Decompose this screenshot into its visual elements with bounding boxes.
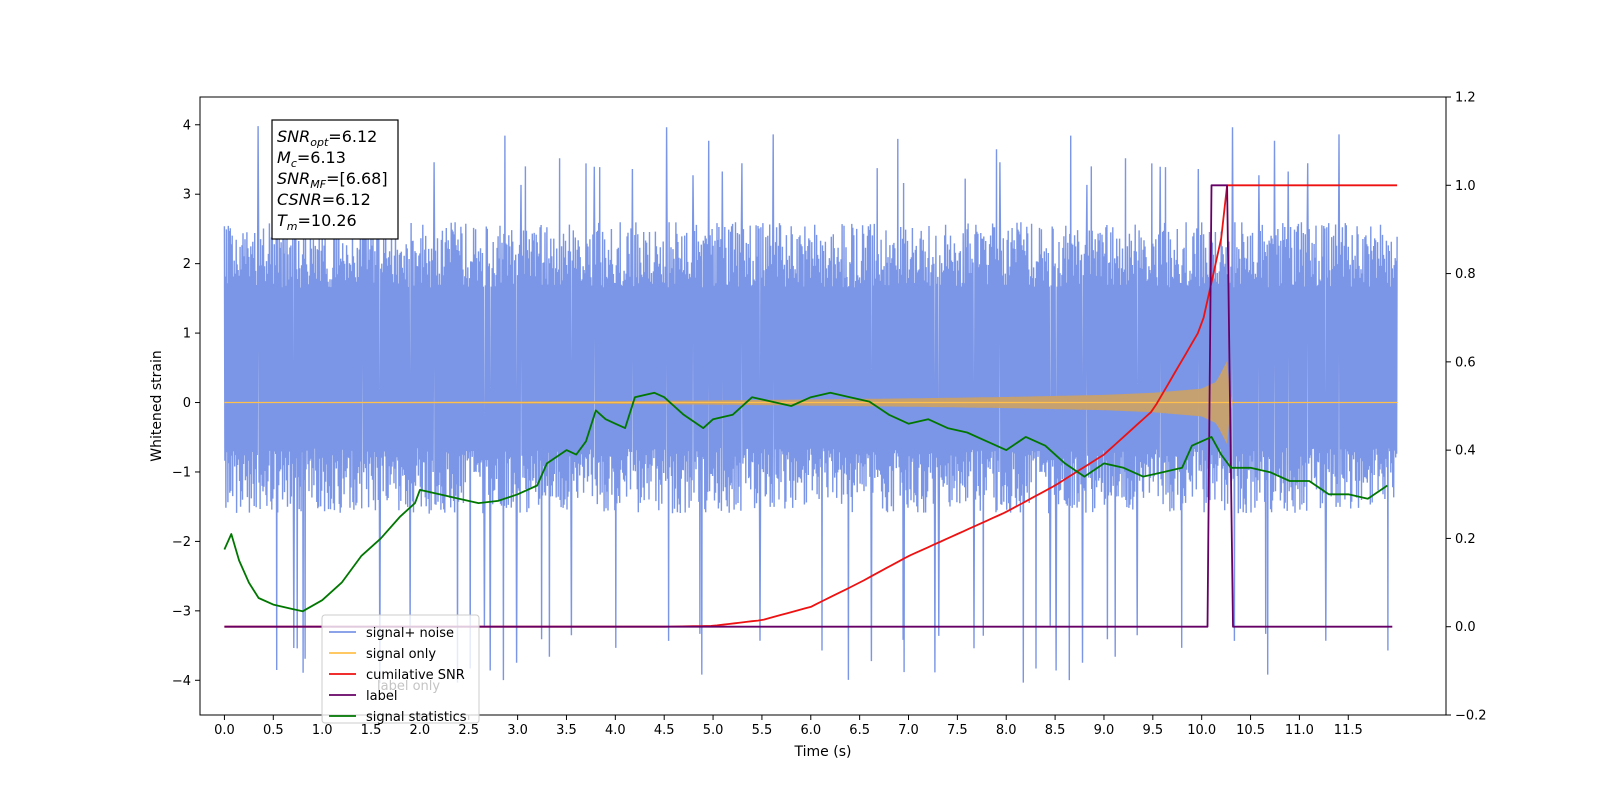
x-tick-label: 11.0 [1285, 723, 1314, 738]
x-tick-label: 0.5 [263, 723, 284, 738]
y2-tick-label: 0.0 [1455, 620, 1476, 635]
axes-layer: 0.0 0.5 1.0 1.5 2.0 2.5 3.0 3.5 4.0 4.5 5.0 5.5 6.0 6… [149, 91, 1487, 761]
x-tick-label: 10.5 [1236, 723, 1265, 738]
x-tick-label: 6.0 [800, 723, 821, 738]
y2-tick-label: 1.0 [1455, 179, 1476, 194]
x-tick-label: 9.0 [1094, 723, 1115, 738]
x-tick-label: 8.0 [996, 723, 1017, 738]
series-signal-statistics-line [223, 391, 1388, 613]
x-tick-label: 7.5 [947, 723, 968, 738]
legend-label: signal+ noise [366, 626, 454, 641]
x-tick-label: 6.5 [849, 723, 870, 738]
x-tick-label: 2.5 [458, 723, 479, 738]
y-axis-label: Whitened strain [149, 350, 165, 461]
y-tick-label: −4 [172, 674, 191, 689]
x-tick-label: 4.5 [654, 723, 675, 738]
annotation-line: SNRopt=6.12 [277, 127, 377, 149]
y-tick-label: −2 [172, 535, 191, 550]
y2-tick-label: −0.2 [1455, 709, 1487, 724]
y2-tick-label: 1.2 [1455, 91, 1476, 106]
x-tick-label: 5.5 [752, 723, 773, 738]
x-tick-label: 10.0 [1187, 723, 1216, 738]
x-tick-label: 4.0 [605, 723, 626, 738]
annotation-box [271, 119, 399, 240]
annotation-line: Tm=10.26 [277, 211, 357, 233]
legend-label: signal statistics [366, 710, 467, 725]
annotation-line: SNRMF=[6.68] [277, 169, 388, 191]
y-tick-label: 3 [183, 188, 191, 203]
x-tick-label: 8.5 [1045, 723, 1066, 738]
legend-hidden-text: label only [377, 679, 440, 694]
y-tick-label: 1 [183, 327, 191, 342]
legend-label: signal only [366, 647, 436, 662]
y-tick-label: −3 [172, 604, 191, 619]
y2-tick-label: 0.8 [1455, 267, 1476, 282]
x-tick-label: 9.5 [1142, 723, 1163, 738]
y-tick-label: 4 [183, 118, 191, 133]
series-signal-noise-line [223, 126, 1398, 684]
x-tick-label: 1.0 [312, 723, 333, 738]
x-tick-label: 11.5 [1334, 723, 1363, 738]
y-tick-label: 0 [183, 396, 191, 411]
x-tick-label: 7.0 [898, 723, 919, 738]
x-tick-label: 3.5 [556, 723, 577, 738]
y2-tick-label: 0.2 [1455, 532, 1476, 547]
annotation-line: Mc=6.13 [277, 148, 346, 170]
legend-box [321, 614, 480, 724]
x-tick-label: 2.0 [410, 723, 431, 738]
y2-tick-label: 0.4 [1455, 444, 1476, 459]
y2-tick-label: 0.6 [1455, 355, 1476, 370]
series-label-line [224, 184, 1393, 628]
legend-label: label [366, 689, 397, 704]
legend-layer: label only signal+ noise signal only cumila… [321, 614, 480, 725]
x-axis-label: Time (s) [794, 744, 852, 760]
annotation-line: CSNR=6.12 [277, 190, 371, 209]
y-tick-label: 2 [183, 257, 191, 272]
axes-frame [199, 96, 1447, 716]
x-tick-label: 3.0 [507, 723, 528, 738]
x-tick-label: 0.0 [214, 723, 235, 738]
x-tick-label: 1.5 [361, 723, 382, 738]
y-tick-label: −1 [172, 465, 191, 480]
legend-label: cumilative SNR [366, 668, 465, 683]
x-tick-label: 5.0 [703, 723, 724, 738]
